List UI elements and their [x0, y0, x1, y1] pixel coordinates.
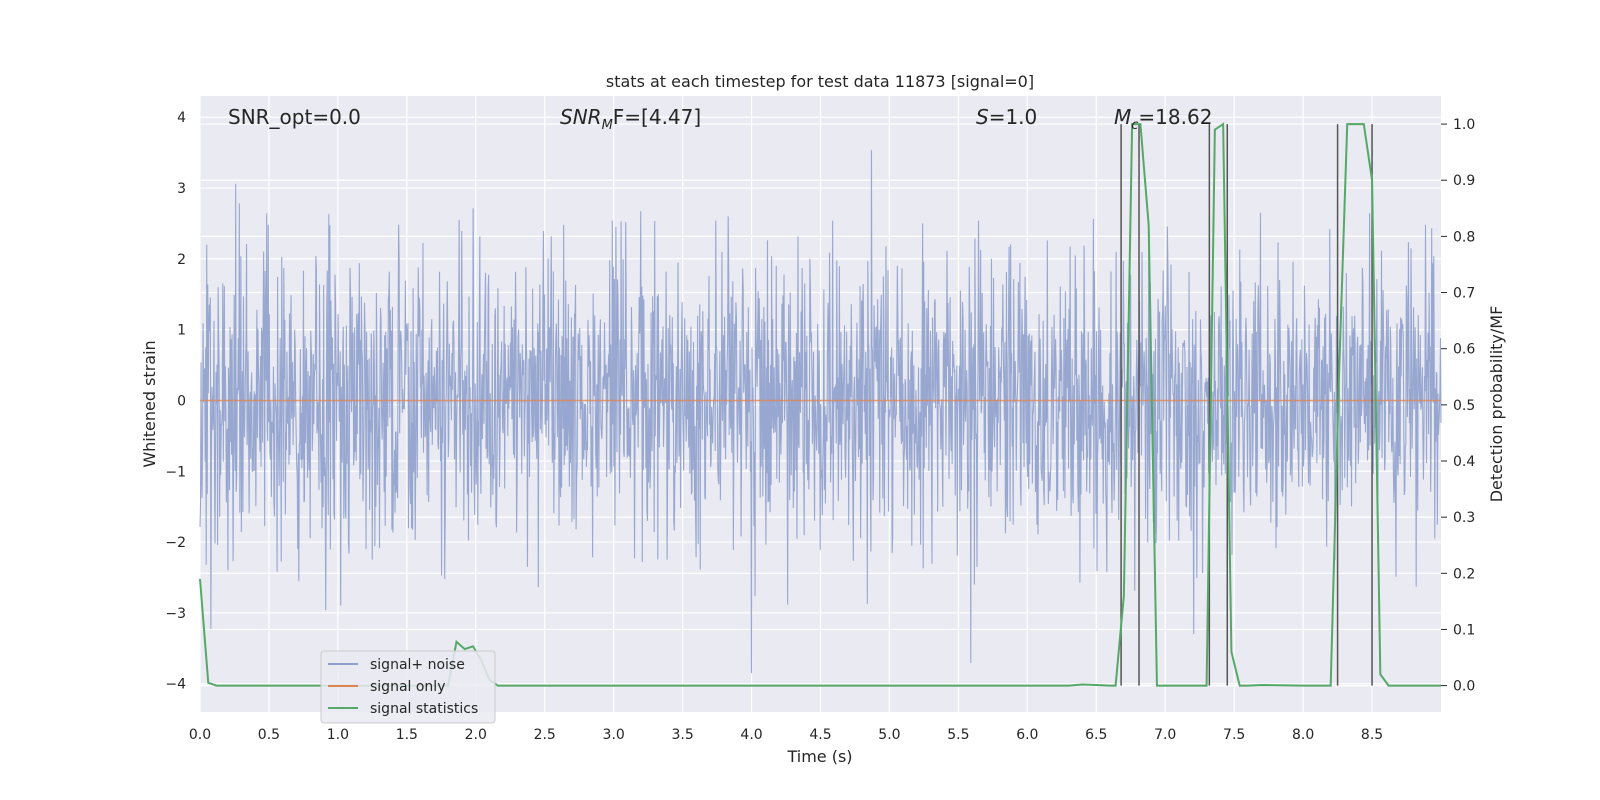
- x-tick-label: 0.0: [189, 727, 211, 743]
- y2-axis-title: Detection probability/MF: [1487, 306, 1506, 503]
- y-tick-label: 0: [177, 393, 186, 409]
- legend-label-signal-only: signal only: [370, 679, 445, 695]
- x-tick-label: 3.5: [671, 727, 693, 743]
- annotation-mc-main: M: [1114, 105, 1131, 129]
- annotation-snr-mf-main: SNR: [560, 105, 602, 129]
- y2-tick-label: 0.5: [1453, 398, 1475, 414]
- legend-box: [320, 650, 496, 724]
- y-axis-title: Whitened strain: [140, 340, 159, 467]
- annotation-mc: Mc=18.62: [1114, 105, 1212, 133]
- annotation-snr-mf-rest: F=[4.47]: [613, 105, 701, 129]
- y-tick-label: 3: [177, 181, 186, 197]
- y2-tick-label: 0.0: [1453, 679, 1475, 695]
- y-tick-label: 4: [177, 110, 186, 126]
- stats-series: [199, 122, 1441, 687]
- y-tick-label: −2: [165, 535, 186, 551]
- y-tick-label: −4: [165, 677, 186, 693]
- x-tick-label: 7.5: [1223, 727, 1245, 743]
- annotation-snr-mf-sub: M: [602, 118, 613, 133]
- x-tick-label: 2.0: [465, 727, 487, 743]
- annotation-mc-rest: =18.62: [1138, 105, 1212, 129]
- x-tick-label: 2.5: [534, 727, 556, 743]
- legend: signal+ noise signal only signal statist…: [320, 650, 496, 724]
- annotation-snr-mf: SNRMF=[4.47]: [560, 105, 701, 133]
- y-tick-label: −1: [165, 464, 186, 480]
- annotation-s-main: S: [976, 105, 989, 129]
- legend-label-statistics: signal statistics: [370, 701, 478, 717]
- x-tick-label: 1.0: [327, 727, 349, 743]
- noise-line: [199, 150, 1442, 674]
- y2-tick-label: 0.2: [1453, 566, 1475, 582]
- x-tick-label: 4.5: [809, 727, 831, 743]
- y2-tick-label: 0.1: [1453, 622, 1475, 638]
- x-tick-label: 3.0: [603, 727, 625, 743]
- statistics-line: [199, 122, 1441, 687]
- y2-tick-label: 1.0: [1453, 117, 1475, 133]
- annotation-s: S=1.0: [976, 105, 1037, 129]
- x-tick-label: 4.0: [740, 727, 762, 743]
- y2-tick-label: 0.9: [1453, 173, 1475, 189]
- grid-lines: [199, 96, 1441, 712]
- x-tick-label: 8.5: [1361, 727, 1383, 743]
- noise-series: [199, 150, 1442, 674]
- chart-title: stats at each timestep for test data 118…: [606, 72, 1034, 91]
- annotation-s-rest: =1.0: [989, 105, 1038, 129]
- y2-tick-label: 0.4: [1453, 454, 1475, 470]
- annotation-mc-sub: c: [1131, 118, 1138, 133]
- x-tick-label: 5.5: [947, 727, 969, 743]
- axis-ticks: 0.0 0.5 1.0 1.5 2.0 2.5 3.0 3.5 4.0 4.5 5.0 5.5 6.0 6…: [165, 110, 1475, 743]
- legend-label-noise: signal+ noise: [370, 657, 465, 673]
- x-tick-label: 8.0: [1292, 727, 1314, 743]
- y2-tick-label: 0.7: [1453, 286, 1475, 302]
- x-tick-label: 0.5: [258, 727, 280, 743]
- x-tick-label: 7.0: [1154, 727, 1176, 743]
- x-tick-label: 1.5: [396, 727, 418, 743]
- x-tick-label: 6.0: [1016, 727, 1038, 743]
- y-tick-label: 1: [177, 323, 186, 339]
- x-tick-label: 5.0: [878, 727, 900, 743]
- y-tick-label: −3: [165, 606, 186, 622]
- y2-tick-label: 0.3: [1453, 510, 1475, 526]
- x-tick-label: 6.5: [1085, 727, 1107, 743]
- annotation-snr-opt: SNR_opt=0.0: [228, 105, 361, 129]
- y2-tick-label: 0.8: [1453, 229, 1475, 245]
- y-tick-label: 2: [177, 252, 186, 268]
- x-axis-title: Time (s): [786, 747, 852, 766]
- y2-tick-label: 0.6: [1453, 342, 1475, 358]
